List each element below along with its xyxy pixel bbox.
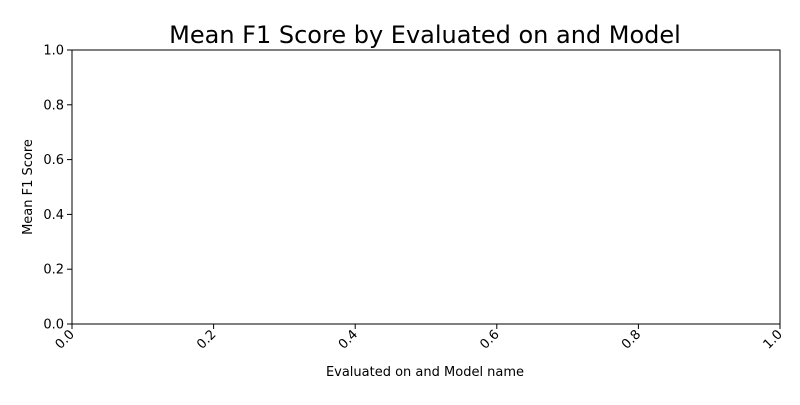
x-tick-label: 0.2: [194, 327, 219, 352]
y-axis-label: Mean F1 Score: [21, 139, 36, 235]
x-tick-label: 0.8: [619, 327, 644, 352]
x-tick-label: 0.4: [336, 327, 361, 352]
plot-area: [71, 49, 781, 325]
y-tick-label: 0.0: [43, 318, 64, 333]
y-tick-label: 0.6: [43, 153, 64, 168]
x-axis-ticks: 0.0 0.2 0.4 0.6 0.8 1.0: [53, 324, 786, 352]
y-axis-ticks: 0.0 0.2 0.4 0.6 0.8 1.0: [43, 44, 72, 333]
y-tick-label: 0.2: [43, 263, 64, 278]
y-tick-label: 1.0: [43, 44, 64, 59]
x-tick-label: 1.0: [761, 327, 786, 352]
x-tick-label: 0.6: [477, 327, 502, 352]
y-tick-label: 0.4: [43, 208, 64, 223]
y-tick-label: 0.8: [43, 98, 64, 113]
chart-title: Mean F1 Score by Evaluated on and Model: [169, 21, 681, 49]
x-axis-label: Evaluated on and Model name: [326, 365, 524, 380]
